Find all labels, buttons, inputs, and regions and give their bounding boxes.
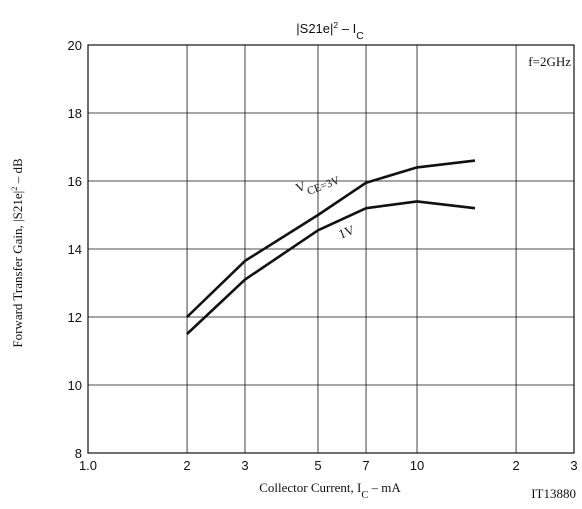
y-tick-label: 14 (68, 242, 82, 257)
x-tick-label: 3 (241, 458, 248, 473)
x-tick-label: 1.0 (79, 458, 97, 473)
y-axis-label-part: 2 (9, 187, 19, 191)
chart-title-part: 2 (333, 20, 338, 30)
y-tick-label: 10 (68, 378, 82, 393)
x-tick-label: 10 (410, 458, 424, 473)
x-tick-label: 2 (183, 458, 190, 473)
y-axis-label: Forward Transfer Gain, |S21e|2 – dB (9, 158, 25, 348)
series-label: VCE=3V (294, 166, 342, 201)
y-tick-label: 12 (68, 310, 82, 325)
x-tick-label: 2 (512, 458, 519, 473)
annotation: IT13880 (531, 486, 576, 501)
y-tick-label: 20 (68, 38, 82, 53)
series-label-part: =3V (319, 174, 342, 192)
series-label: 1V (336, 222, 357, 242)
chart-title-part: – I (338, 21, 356, 36)
y-axis-label-part: – dB (10, 158, 25, 187)
chart-title: |S21e|2 – IC (296, 20, 364, 42)
series-line (186, 200, 476, 335)
x-tick-label: 3 (570, 458, 577, 473)
x-tick-label: 5 (314, 458, 321, 473)
x-axis-label-part: Collector Current, I (259, 480, 361, 495)
annotation: f=2GHz (528, 54, 571, 69)
x-axis-label-part: C (361, 490, 368, 501)
chart-title-part: |S21e| (296, 21, 333, 36)
y-axis-label-part: Forward Transfer Gain, |S21e| (10, 191, 25, 348)
y-tick-label: 16 (68, 174, 82, 189)
x-tick-label: 7 (362, 458, 369, 473)
y-tick-label: 18 (68, 106, 82, 121)
x-axis-label: Collector Current, IC – mA (259, 480, 401, 501)
series-line (186, 159, 476, 318)
series-label-part: CE (306, 181, 324, 197)
chart-title-part: C (356, 31, 364, 42)
x-axis-label-part: – mA (368, 480, 401, 495)
y-tick-label: 8 (75, 446, 82, 461)
